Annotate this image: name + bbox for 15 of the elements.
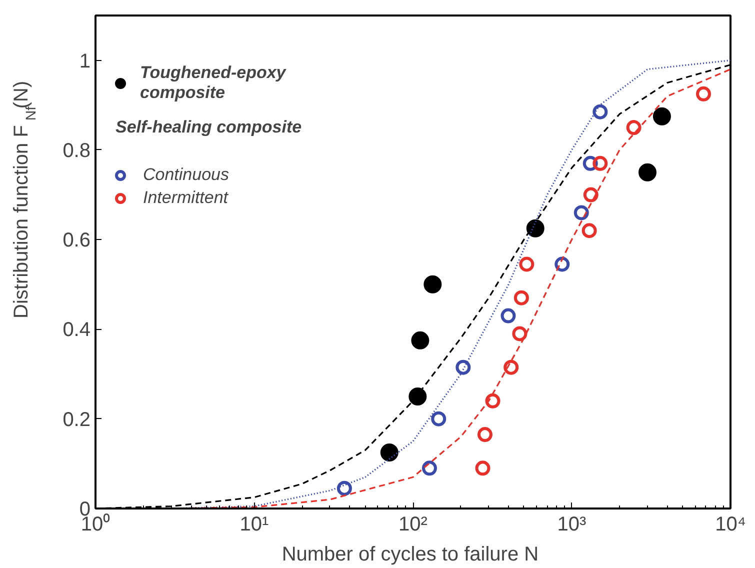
legend-label: Continuous bbox=[143, 165, 230, 185]
x-tick-label: 10² bbox=[398, 514, 428, 536]
y-tick-label: 0.8 bbox=[62, 140, 91, 162]
x-tick-label: 10³ bbox=[557, 514, 587, 536]
legend-label: Toughened-epoxy composite bbox=[140, 63, 286, 103]
y-axis-title: Distribution function FNf(N) bbox=[10, 80, 38, 318]
y-tick-label: 0.6 bbox=[62, 230, 91, 252]
y-tick-label: 0.2 bbox=[62, 408, 91, 431]
y-tick-label: 0.4 bbox=[62, 319, 91, 342]
x-axis-title: Number of cycles to failure N bbox=[282, 544, 539, 566]
annotation: Self-healing composite bbox=[116, 118, 302, 136]
x-tick-label: 10⁴ bbox=[715, 514, 746, 536]
x-tick-label: 10¹ bbox=[240, 514, 270, 536]
legend-label: Intermittent bbox=[143, 188, 228, 208]
y-tick-label: 1 bbox=[79, 50, 90, 72]
